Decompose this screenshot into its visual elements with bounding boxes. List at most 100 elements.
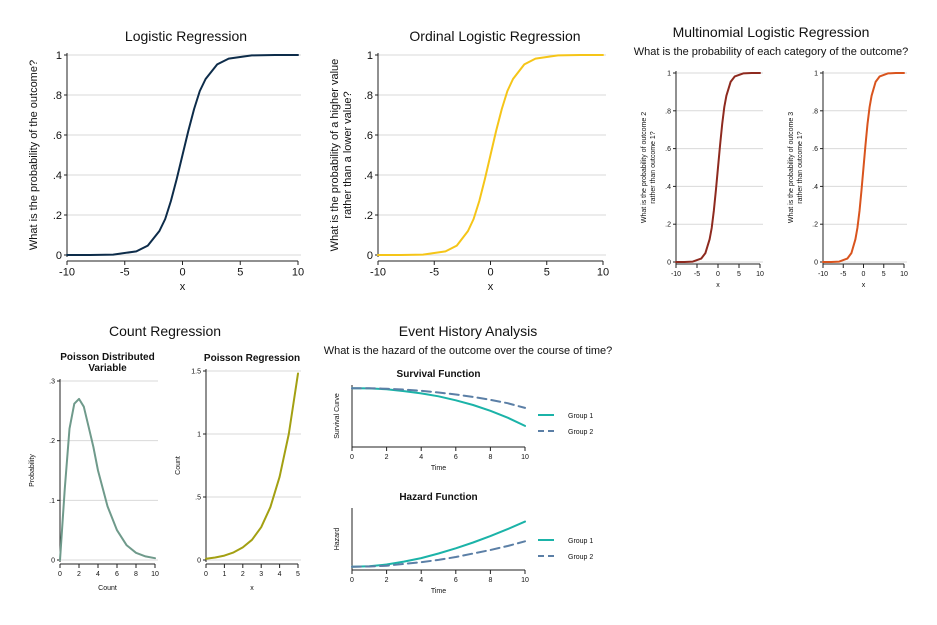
y-tick-label: 1 bbox=[197, 431, 201, 438]
x-tick-label: 6 bbox=[115, 571, 119, 578]
x-tick-label: 10 bbox=[151, 571, 159, 578]
x-axis-label: x bbox=[250, 585, 254, 592]
y-tick-label: .2 bbox=[665, 222, 671, 229]
y-tick-label: 0 bbox=[197, 557, 201, 564]
x-tick-label: 5 bbox=[882, 271, 886, 278]
x-axis-label: Time bbox=[431, 588, 446, 595]
x-tick-label: 3 bbox=[259, 571, 263, 578]
y-axis-label: Count bbox=[175, 456, 182, 475]
x-tick-label: 0 bbox=[487, 267, 493, 279]
y-tick-label: .6 bbox=[812, 146, 818, 153]
y-tick-label: .8 bbox=[665, 108, 671, 115]
x-tick-label: 10 bbox=[597, 267, 609, 279]
y-tick-label: 1 bbox=[667, 70, 671, 77]
x-tick-label: 10 bbox=[521, 454, 529, 461]
y-tick-label: .4 bbox=[665, 184, 671, 191]
panel-title: Poisson Distributed bbox=[60, 352, 154, 363]
y-tick-label: .6 bbox=[53, 130, 62, 142]
chart-multi3: 0 .2 .4 .6 .8 1 -10 -5 0 5 10 x What is the probabil… bbox=[788, 70, 908, 289]
series-line bbox=[59, 397, 156, 561]
series-line bbox=[205, 372, 299, 560]
x-tick-label: 2 bbox=[241, 571, 245, 578]
x-tick-label: 2 bbox=[385, 577, 389, 584]
x-tick-label: -5 bbox=[120, 267, 130, 279]
y-tick-label: 1 bbox=[56, 50, 62, 62]
title-ordinal: Ordinal Logistic Regression bbox=[409, 28, 580, 44]
x-axis-label: x bbox=[488, 281, 494, 293]
title-multinomial: Multinomial Logistic Regression bbox=[673, 24, 870, 40]
y-tick-label: .6 bbox=[364, 130, 373, 142]
chart-hazard: 0 2 4 6 8 10 Time Hazard Hazard Function Group 1 G… bbox=[334, 492, 593, 595]
chart-poisson_reg: 0 .5 1 1.5 0 1 2 3 4 5 x Count Poisson Regression bbox=[175, 353, 301, 592]
y-axis-label: What is the probability of a higher valu… bbox=[329, 59, 341, 252]
panel-title: Poisson Regression bbox=[204, 353, 300, 364]
x-tick-label: 4 bbox=[419, 577, 423, 584]
x-tick-label: 10 bbox=[756, 271, 764, 278]
y-tick-label: .8 bbox=[53, 90, 62, 102]
x-tick-label: 1 bbox=[222, 571, 226, 578]
y-tick-label: .2 bbox=[812, 222, 818, 229]
legend-label: Group 1 bbox=[568, 413, 593, 420]
y-axis-label: Probability bbox=[29, 454, 36, 487]
x-tick-label: 10 bbox=[521, 577, 529, 584]
title-eha: Event History Analysis bbox=[399, 323, 538, 339]
x-tick-label: -5 bbox=[694, 271, 700, 278]
x-tick-label: 4 bbox=[419, 454, 423, 461]
y-axis-label: What is the probability of outcome 2 bbox=[641, 112, 648, 223]
chart-multi2: 0 .2 .4 .6 .8 1 -10 -5 0 5 10 x What is the probabil… bbox=[641, 70, 764, 289]
x-tick-label: -10 bbox=[818, 271, 828, 278]
x-tick-label: -10 bbox=[59, 267, 75, 279]
x-tick-label: 2 bbox=[385, 454, 389, 461]
x-tick-label: 5 bbox=[737, 271, 741, 278]
y-tick-label: .4 bbox=[812, 184, 818, 191]
title-count: Count Regression bbox=[109, 323, 221, 339]
x-axis-label: Time bbox=[431, 465, 446, 472]
x-tick-label: 5 bbox=[544, 267, 550, 279]
chart-survival: 0 2 4 6 8 10 Time Survival Curve Survival Functi… bbox=[334, 369, 593, 472]
y-tick-label: .2 bbox=[49, 438, 55, 445]
x-tick-label: 0 bbox=[350, 454, 354, 461]
y-tick-label: .8 bbox=[364, 90, 373, 102]
y-tick-label: .4 bbox=[364, 170, 373, 182]
y-tick-label: .2 bbox=[53, 210, 62, 222]
x-tick-label: 0 bbox=[862, 271, 866, 278]
y-tick-label: .8 bbox=[812, 108, 818, 115]
x-tick-label: 5 bbox=[237, 267, 243, 279]
y-axis-label: rather than outcome 1? bbox=[797, 131, 804, 203]
y-tick-label: 0 bbox=[667, 259, 671, 266]
y-tick-label: .4 bbox=[53, 170, 62, 182]
legend-label: Group 1 bbox=[568, 538, 593, 545]
series-line bbox=[66, 54, 299, 256]
y-tick-label: .5 bbox=[195, 494, 201, 501]
panel-title: Survival Function bbox=[397, 369, 481, 380]
subtitle-multinomial: What is the probability of each category… bbox=[634, 46, 909, 58]
x-tick-label: 4 bbox=[278, 571, 282, 578]
x-tick-label: 2 bbox=[77, 571, 81, 578]
y-tick-label: 1 bbox=[814, 70, 818, 77]
y-tick-label: .6 bbox=[665, 146, 671, 153]
y-tick-label: .2 bbox=[364, 210, 373, 222]
y-tick-label: 0 bbox=[367, 250, 373, 262]
legend-label: Group 2 bbox=[568, 554, 593, 561]
x-tick-label: 4 bbox=[96, 571, 100, 578]
x-tick-label: 6 bbox=[454, 454, 458, 461]
series-line bbox=[351, 387, 526, 427]
chart-poisson_dist: 0 .1 .2 .3 0 2 4 6 8 10 Count Probability Poisson Di… bbox=[29, 352, 159, 592]
y-tick-label: 0 bbox=[814, 259, 818, 266]
x-tick-label: -10 bbox=[370, 267, 386, 279]
chart-logistic: 0 .2 .4 .6 .8 1 -10 -5 0 5 10 x What is the probabil… bbox=[28, 50, 304, 293]
x-tick-label: -10 bbox=[671, 271, 681, 278]
y-tick-label: 0 bbox=[56, 250, 62, 262]
chart-ordinal: 0 .2 .4 .6 .8 1 -10 -5 0 5 10 x What is the probabil… bbox=[329, 50, 609, 293]
y-tick-label: .3 bbox=[49, 378, 55, 385]
x-axis-label: x bbox=[716, 282, 720, 289]
y-axis-label: Survival Curve bbox=[334, 393, 341, 439]
series-line bbox=[351, 387, 526, 409]
x-tick-label: 8 bbox=[488, 577, 492, 584]
title-logistic: Logistic Regression bbox=[125, 28, 247, 44]
subtitle-eha: What is the hazard of the outcome over t… bbox=[324, 345, 613, 357]
series-line bbox=[351, 540, 526, 568]
legend-label: Group 2 bbox=[568, 429, 593, 436]
x-tick-label: 0 bbox=[350, 577, 354, 584]
panel-title: Hazard Function bbox=[399, 492, 477, 503]
